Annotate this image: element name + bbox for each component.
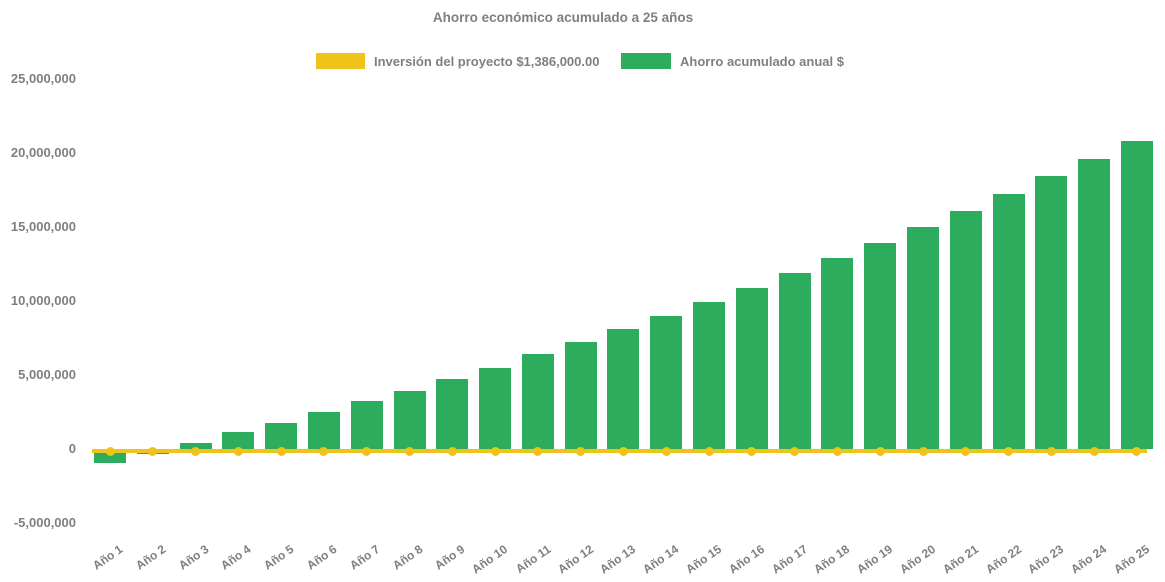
y-axis-tick-label: -5,000,000 xyxy=(13,515,76,530)
bar-año-4 xyxy=(222,432,254,449)
bar-año-13 xyxy=(607,329,639,449)
x-axis-tick-label: Año 13 xyxy=(597,542,639,577)
bar-año-23 xyxy=(1035,176,1067,449)
x-axis-tick-label: Año 5 xyxy=(260,542,297,573)
bar-año-18 xyxy=(821,258,853,449)
investment-line-marker xyxy=(106,447,115,456)
bar-año-8 xyxy=(394,391,426,449)
x-axis-tick-label: Año 19 xyxy=(854,542,896,577)
bar-año-16 xyxy=(736,288,768,449)
investment-line-marker xyxy=(533,447,542,456)
x-axis-tick-label: Año 16 xyxy=(726,542,768,577)
x-axis-tick-label: Año 1 xyxy=(89,542,126,573)
legend-label-savings: Ahorro acumulado anual $ xyxy=(680,53,844,69)
investment-line-marker xyxy=(876,447,885,456)
x-axis-tick-label: Año 22 xyxy=(983,542,1025,577)
bar-año-20 xyxy=(907,227,939,449)
bar-año-14 xyxy=(650,316,682,449)
x-axis-tick-label: Año 25 xyxy=(1111,542,1153,577)
x-axis-tick-label: Año 4 xyxy=(217,542,254,573)
x-axis-tick-label: Año 3 xyxy=(175,542,212,573)
legend-item-savings: Ahorro acumulado anual $ xyxy=(621,52,844,70)
bar-año-17 xyxy=(779,273,811,449)
bar-año-3 xyxy=(180,443,212,449)
investment-line-marker xyxy=(148,447,157,456)
x-axis-tick-label: Año 14 xyxy=(640,542,682,577)
bar-año-21 xyxy=(950,211,982,449)
investment-line-marker xyxy=(705,447,714,456)
investment-line-marker xyxy=(747,447,756,456)
investment-line-marker xyxy=(362,447,371,456)
x-axis-tick-label: Año 2 xyxy=(132,542,169,573)
x-axis-tick-label: Año 12 xyxy=(555,542,597,577)
investment-line-marker xyxy=(191,447,200,456)
bar-año-6 xyxy=(308,412,340,449)
investment-line-marker xyxy=(961,447,970,456)
investment-line-marker xyxy=(448,447,457,456)
y-axis-tick-label: 10,000,000 xyxy=(10,293,76,308)
bar-año-25 xyxy=(1121,141,1153,449)
y-axis-tick-label: 0 xyxy=(68,441,76,456)
investment-line-marker xyxy=(619,447,628,456)
investment-line-marker xyxy=(790,447,799,456)
x-axis-tick-label: Año 8 xyxy=(389,542,426,573)
x-axis-tick-label: Año 21 xyxy=(940,542,982,577)
bar-año-7 xyxy=(351,401,383,449)
bar-año-9 xyxy=(436,379,468,449)
investment-line-marker xyxy=(919,447,928,456)
x-axis-tick-label: Año 18 xyxy=(811,542,853,577)
bar-año-24 xyxy=(1078,159,1110,449)
x-axis-tick-label: Año 11 xyxy=(512,542,554,577)
bar-año-19 xyxy=(864,243,896,449)
investment-line-marker xyxy=(234,447,243,456)
x-axis-tick-label: Año 10 xyxy=(469,542,511,577)
y-axis-tick-label: 25,000,000 xyxy=(10,71,76,86)
x-axis-tick-label: Año 20 xyxy=(897,542,939,577)
investment-line-marker xyxy=(833,447,842,456)
investment-line-marker xyxy=(1004,447,1013,456)
investment-line-marker xyxy=(491,447,500,456)
x-axis-tick-label: Año 9 xyxy=(431,542,468,573)
investment-line-marker xyxy=(662,447,671,456)
savings-bar-swatch-icon xyxy=(621,53,671,69)
bar-año-5 xyxy=(265,423,297,449)
bar-año-22 xyxy=(993,194,1025,449)
investment-line-marker xyxy=(1132,447,1141,456)
legend-item-investment: Inversión del proyecto $1,386,000.00 xyxy=(316,52,599,70)
bar-año-10 xyxy=(479,368,511,449)
investment-line-swatch-icon xyxy=(316,53,365,69)
investment-line-marker xyxy=(319,447,328,456)
investment-line-marker xyxy=(405,447,414,456)
y-axis-tick-label: 20,000,000 xyxy=(10,145,76,160)
investment-line-marker xyxy=(1090,447,1099,456)
y-axis-tick-label: 5,000,000 xyxy=(18,367,76,382)
x-axis-tick-label: Año 17 xyxy=(769,542,811,577)
bar-año-11 xyxy=(522,354,554,449)
x-axis-tick-label: Año 15 xyxy=(683,542,725,577)
investment-line-marker xyxy=(277,447,286,456)
y-axis-tick-label: 15,000,000 xyxy=(10,219,76,234)
bar-año-15 xyxy=(693,302,725,449)
x-axis-tick-label: Año 7 xyxy=(346,542,383,573)
chart-title: Ahorro económico acumulado a 25 años xyxy=(432,10,694,25)
investment-line-marker xyxy=(576,447,585,456)
bar-año-12 xyxy=(565,342,597,449)
investment-line-marker xyxy=(1047,447,1056,456)
x-axis-tick-label: Año 23 xyxy=(1025,542,1067,577)
x-axis-tick-label: Año 24 xyxy=(1068,542,1110,577)
legend-label-investment: Inversión del proyecto $1,386,000.00 xyxy=(374,53,600,69)
x-axis-tick-label: Año 6 xyxy=(303,542,340,573)
